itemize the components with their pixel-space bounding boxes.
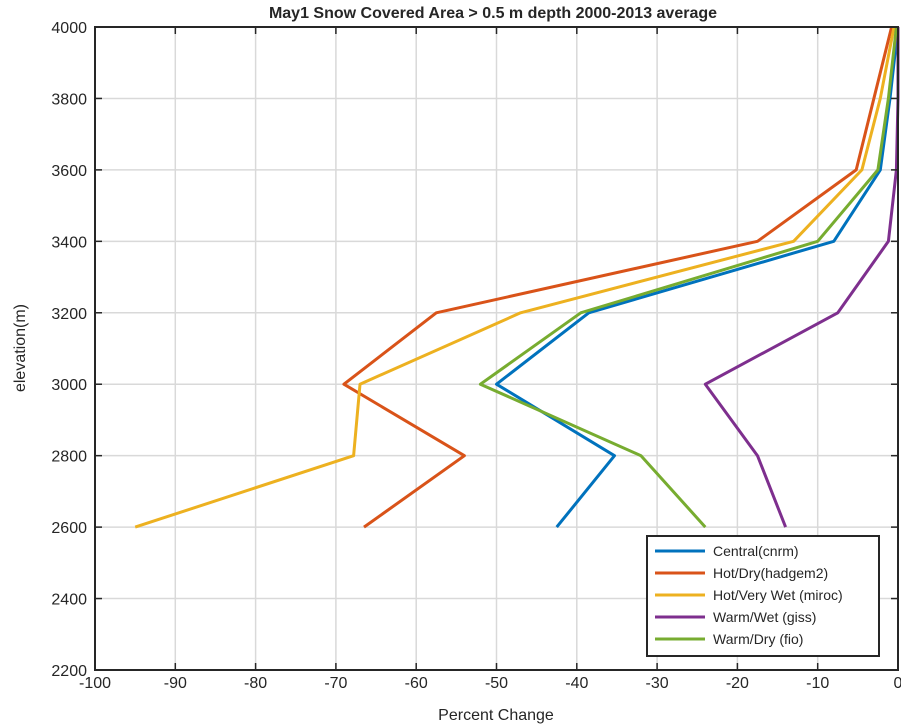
y-tick-label: 2600 [51,520,87,537]
series-line-0 [495,26,900,529]
y-tick-label: 3000 [51,377,87,394]
x-tick-label: -40 [565,675,588,692]
series-line-1 [342,26,894,529]
y-axis-label: elevation(m) [12,304,29,392]
y-tick-label: 3600 [51,163,87,180]
y-tick-label: 3400 [51,234,87,251]
y-tick-label: 2400 [51,592,87,609]
series-group [134,26,900,529]
legend-label-3: Warm/Wet (giss) [713,609,816,625]
legend-label-2: Hot/Very Wet (miroc) [713,587,843,603]
y-tick-label: 3200 [51,306,87,323]
legend-label-0: Central(cnrm) [713,543,799,559]
x-tick-label: -50 [485,675,508,692]
series-line-4 [478,26,898,529]
x-tick-label: -90 [164,675,187,692]
y-tick-label: 2800 [51,449,87,466]
legend-label-4: Warm/Dry (fio) [713,631,803,647]
ticks: -100 -90 -80 -70 -60 -50 -40 -30 -20 -10 022002400… [51,20,901,692]
x-tick-label: -70 [324,675,347,692]
series-line-2 [134,26,896,529]
chart-title: May1 Snow Covered Area > 0.5 m depth 200… [269,5,717,22]
x-tick-label: -80 [244,675,267,692]
x-tick-label: 0 [894,675,901,692]
y-tick-label: 2200 [51,663,87,680]
x-tick-label: -10 [806,675,829,692]
y-tick-label: 4000 [51,20,87,37]
x-tick-label: -100 [79,675,111,692]
x-tick-label: -20 [726,675,749,692]
x-axis-label: Percent Change [438,707,554,724]
legend: Central(cnrm) Hot/Dry(hadgem2) Hot/Very We… [646,535,880,657]
x-tick-label: -30 [646,675,669,692]
legend-label-1: Hot/Dry(hadgem2) [713,565,828,581]
x-tick-label: -60 [405,675,428,692]
y-tick-label: 3800 [51,91,87,108]
